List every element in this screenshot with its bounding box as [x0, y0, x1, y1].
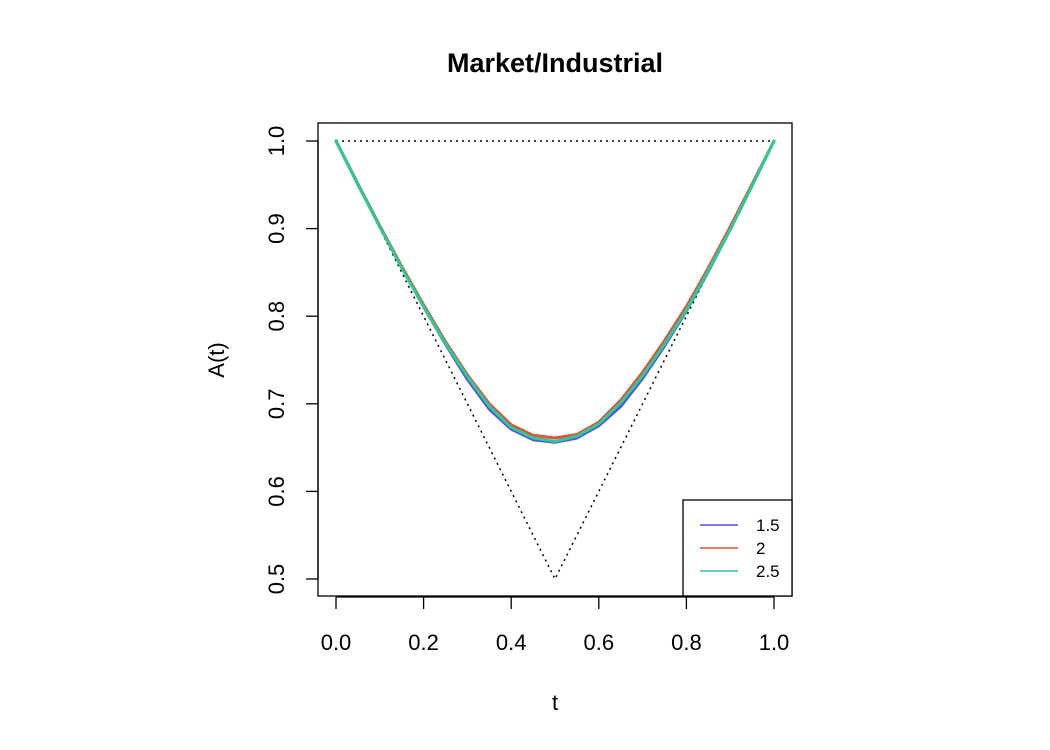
- series-lines: [334, 139, 776, 444]
- x-axis-label: t: [552, 690, 558, 715]
- chart-title: Market/Industrial: [447, 48, 663, 78]
- x-tick-label: 0.8: [671, 630, 702, 655]
- x-tick-label: 0.0: [321, 630, 352, 655]
- x-axis: 0.0 0.2 0.4 0.6 0.8 1.0: [321, 596, 790, 655]
- y-tick-label: 0.6: [264, 476, 289, 507]
- x-tick-label: 0.6: [584, 630, 615, 655]
- y-axis-label: A(t): [204, 342, 229, 377]
- x-tick-label: 0.4: [496, 630, 527, 655]
- legend-label: 2: [756, 539, 765, 558]
- y-tick-label: 0.5: [264, 564, 289, 595]
- x-tick-label: 0.2: [408, 630, 439, 655]
- y-tick-label: 0.7: [264, 389, 289, 420]
- series-line-1-5: [334, 139, 776, 444]
- y-tick-label: 0.9: [264, 213, 289, 244]
- y-tick-label: 0.8: [264, 301, 289, 332]
- x-tick-label: 1.0: [759, 630, 790, 655]
- series-line-2: [334, 139, 776, 440]
- legend: 1.5 2 2.5: [682, 499, 793, 597]
- y-axis: 0.5 0.6 0.7 0.8 0.9 1.0: [264, 126, 319, 595]
- y-tick-label: 1.0: [264, 126, 289, 157]
- series-line-2-5: [334, 139, 776, 443]
- legend-label: 2.5: [756, 562, 780, 581]
- legend-label: 1.5: [756, 516, 780, 535]
